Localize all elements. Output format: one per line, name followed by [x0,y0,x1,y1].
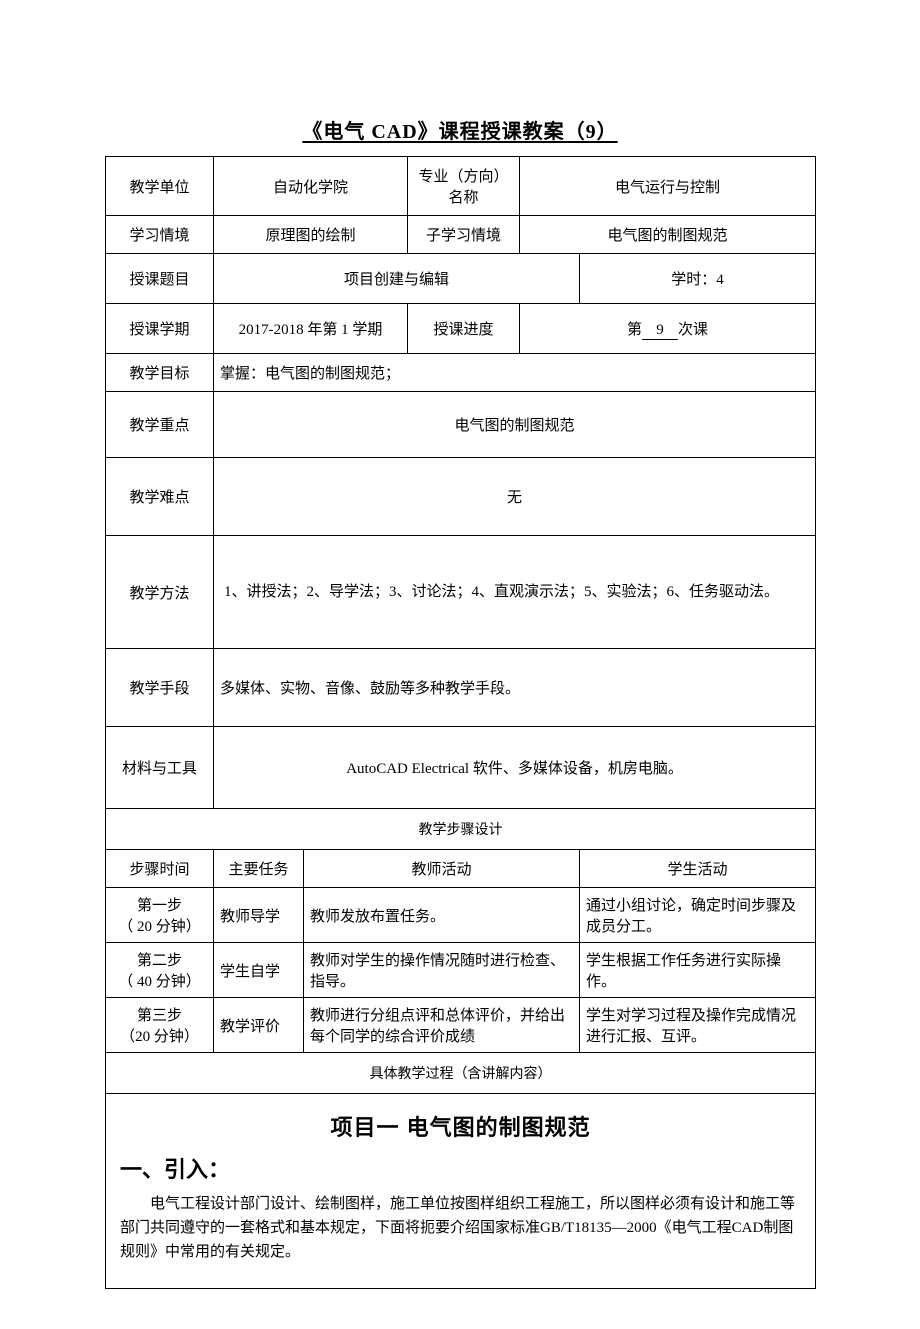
row-method: 教学方法 1、讲授法；2、导学法；3、讨论法；4、直观演示法；5、实验法；6、任… [106,536,816,649]
row-means: 教学手段 多媒体、实物、音像、鼓励等多种教学手段。 [106,649,816,727]
lesson-plan-table: 教学单位 自动化学院 专业（方向）名称 电气运行与控制 学习情境 原理图的绘制 … [105,156,816,1289]
value-sub-situation: 电气图的制图规范 [520,216,816,254]
progress-num: 9 [642,322,678,340]
steps-head-time: 步骤时间 [106,850,214,888]
step-1-student: 通过小组讨论，确定时间步骤及成员分工。 [580,888,816,943]
project-title: 项目一 电气图的制图规范 [120,1110,801,1142]
progress-pre: 第 [627,322,642,338]
row-semester: 授课学期 2017-2018 年第 1 学期 授课进度 第9次课 [106,304,816,354]
label-major: 专业（方向）名称 [408,157,520,216]
step-2-teacher: 教师对学生的操作情况随时进行检查、指导。 [304,943,580,998]
row-steps-head: 步骤时间 主要任务 教师活动 学生活动 [106,850,816,888]
label-goal: 教学目标 [106,354,214,392]
step-3-time: 第三步 （20 分钟） [106,998,214,1053]
row-goal: 教学目标 掌握：电气图的制图规范； [106,354,816,392]
label-difficulty: 教学难点 [106,458,214,536]
value-method: 1、讲授法；2、导学法；3、讨论法；4、直观演示法；5、实验法；6、任务驱动法。 [214,536,816,649]
label-topic: 授课题目 [106,254,214,304]
value-difficulty: 无 [214,458,816,536]
step-1-teacher: 教师发放布置任务。 [304,888,580,943]
step-row-3: 第三步 （20 分钟） 教学评价 教师进行分组点评和总体评价，并给出每个同学的综… [106,998,816,1053]
step-2-student: 学生根据工作任务进行实际操作。 [580,943,816,998]
label-situation: 学习情境 [106,216,214,254]
label-method: 教学方法 [106,536,214,649]
value-topic: 项目创建与编辑 [214,254,580,304]
step-2-task: 学生自学 [214,943,304,998]
value-unit: 自动化学院 [214,157,408,216]
step-1-task: 教师导学 [214,888,304,943]
steps-section-title: 教学步骤设计 [106,809,816,850]
label-semester: 授课学期 [106,304,214,354]
value-goal: 掌握：电气图的制图规范； [214,354,816,392]
progress-post: 次课 [678,322,708,338]
label-keypoint: 教学重点 [106,392,214,458]
row-difficulty: 教学难点 无 [106,458,816,536]
value-situation: 原理图的绘制 [214,216,408,254]
process-content: 项目一 电气图的制图规范 一、引入： 电气工程设计部门设计、绘制图样，施工单位按… [106,1094,816,1289]
row-topic: 授课题目 项目创建与编辑 学时：4 [106,254,816,304]
step-3-teacher: 教师进行分组点评和总体评价，并给出每个同学的综合评价成绩 [304,998,580,1053]
row-process-title: 具体教学过程（含讲解内容） [106,1053,816,1094]
label-means: 教学手段 [106,649,214,727]
value-means: 多媒体、实物、音像、鼓励等多种教学手段。 [214,649,816,727]
label-unit: 教学单位 [106,157,214,216]
value-progress: 第9次课 [520,304,816,354]
value-hours: 学时：4 [580,254,816,304]
step-row-1: 第一步 （ 20 分钟） 教师导学 教师发放布置任务。 通过小组讨论，确定时间步… [106,888,816,943]
steps-head-student: 学生活动 [580,850,816,888]
step-row-2: 第二步 （ 40 分钟） 学生自学 教师对学生的操作情况随时进行检查、指导。 学… [106,943,816,998]
label-material: 材料与工具 [106,727,214,809]
intro-body: 电气工程设计部门设计、绘制图样，施工单位按图样组织工程施工，所以图样必须有设计和… [120,1192,801,1264]
label-sub-situation: 子学习情境 [408,216,520,254]
steps-head-task: 主要任务 [214,850,304,888]
step-2-time: 第二步 （ 40 分钟） [106,943,214,998]
step-1-time: 第一步 （ 20 分钟） [106,888,214,943]
value-semester: 2017-2018 年第 1 学期 [214,304,408,354]
doc-title-text: 《电气 CAD》课程授课教案（9） [302,121,617,143]
label-progress: 授课进度 [408,304,520,354]
value-material: AutoCAD Electrical 软件、多媒体设备，机房电脑。 [214,727,816,809]
row-unit: 教学单位 自动化学院 专业（方向）名称 电气运行与控制 [106,157,816,216]
intro-heading: 一、引入： [120,1152,801,1184]
step-3-student: 学生对学习过程及操作完成情况进行汇报、互评。 [580,998,816,1053]
page: 《电气 CAD》课程授课教案（9） 教学单位 自动化学院 专业（方向）名称 电气… [0,0,920,1329]
step-3-task: 教学评价 [214,998,304,1053]
row-keypoint: 教学重点 电气图的制图规范 [106,392,816,458]
value-major: 电气运行与控制 [520,157,816,216]
row-process-body: 项目一 电气图的制图规范 一、引入： 电气工程设计部门设计、绘制图样，施工单位按… [106,1094,816,1289]
process-section-title: 具体教学过程（含讲解内容） [106,1053,816,1094]
row-situation: 学习情境 原理图的绘制 子学习情境 电气图的制图规范 [106,216,816,254]
steps-head-teacher: 教师活动 [304,850,580,888]
value-keypoint: 电气图的制图规范 [214,392,816,458]
doc-title: 《电气 CAD》课程授课教案（9） [105,115,815,144]
row-steps-title: 教学步骤设计 [106,809,816,850]
row-material: 材料与工具 AutoCAD Electrical 软件、多媒体设备，机房电脑。 [106,727,816,809]
